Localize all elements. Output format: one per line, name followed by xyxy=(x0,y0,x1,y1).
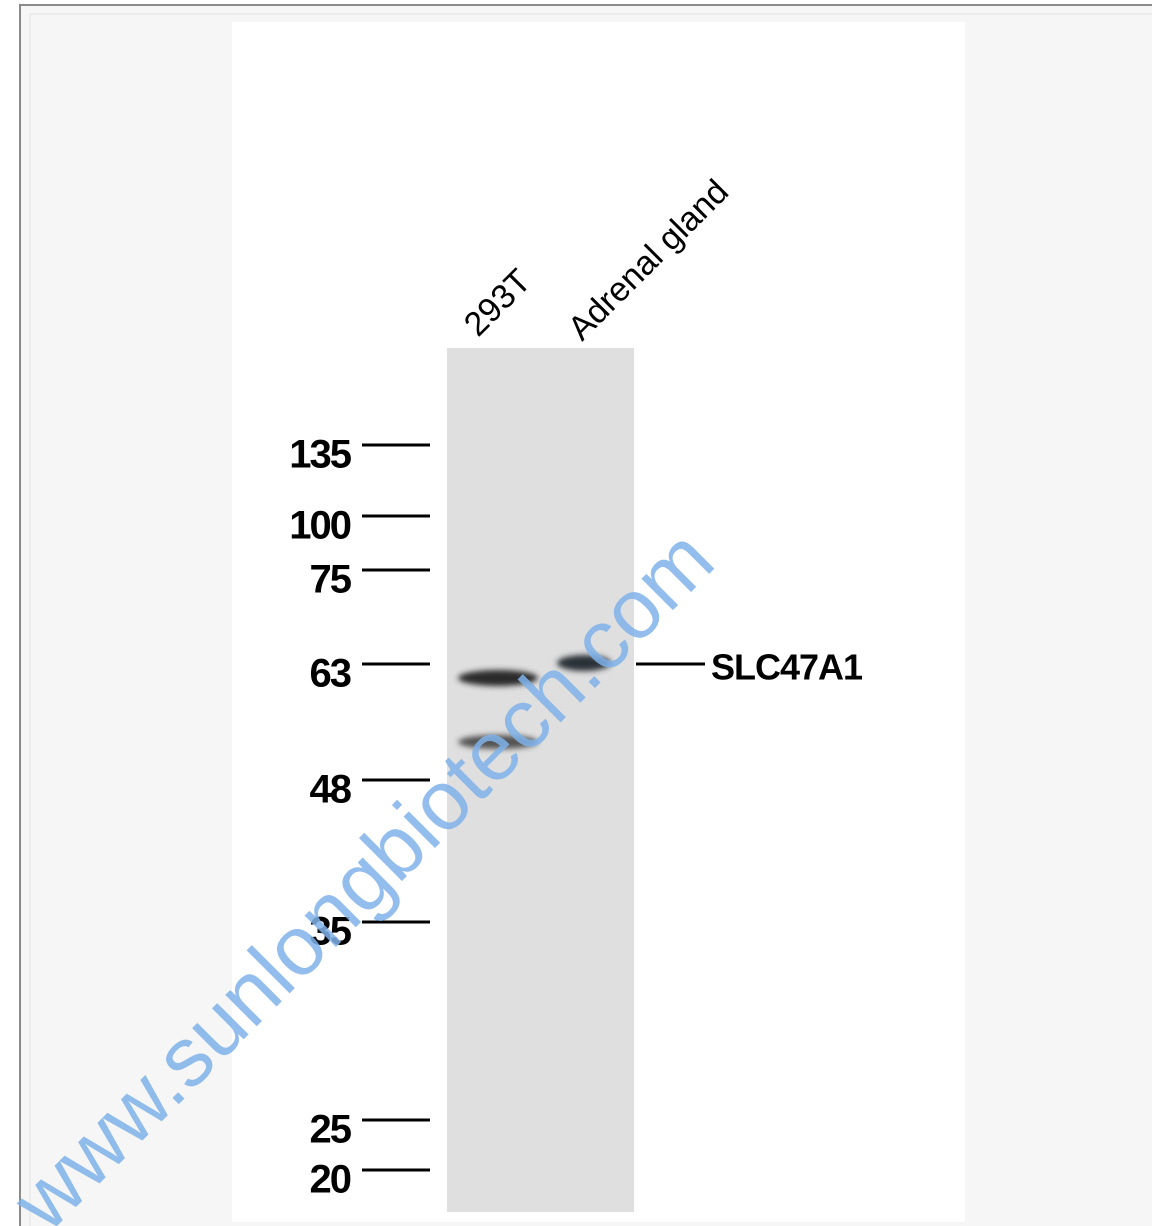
target-label: SLC47A1 xyxy=(711,647,863,688)
marker-label: 63 xyxy=(310,652,351,696)
marker-label: 20 xyxy=(310,1158,351,1202)
marker-label: 35 xyxy=(310,910,352,954)
gel xyxy=(447,348,634,1212)
inner-frame xyxy=(29,13,1152,1226)
marker-label: 100 xyxy=(289,504,350,548)
band xyxy=(458,670,538,686)
marker-label: 25 xyxy=(310,1108,352,1152)
marker-label: 48 xyxy=(310,768,352,812)
markers: 135 100 75 63 48 35 25 20 xyxy=(289,433,430,1202)
marker-label: 135 xyxy=(289,433,351,477)
band xyxy=(557,655,611,671)
marker-label: 75 xyxy=(310,558,352,602)
band xyxy=(458,735,538,749)
